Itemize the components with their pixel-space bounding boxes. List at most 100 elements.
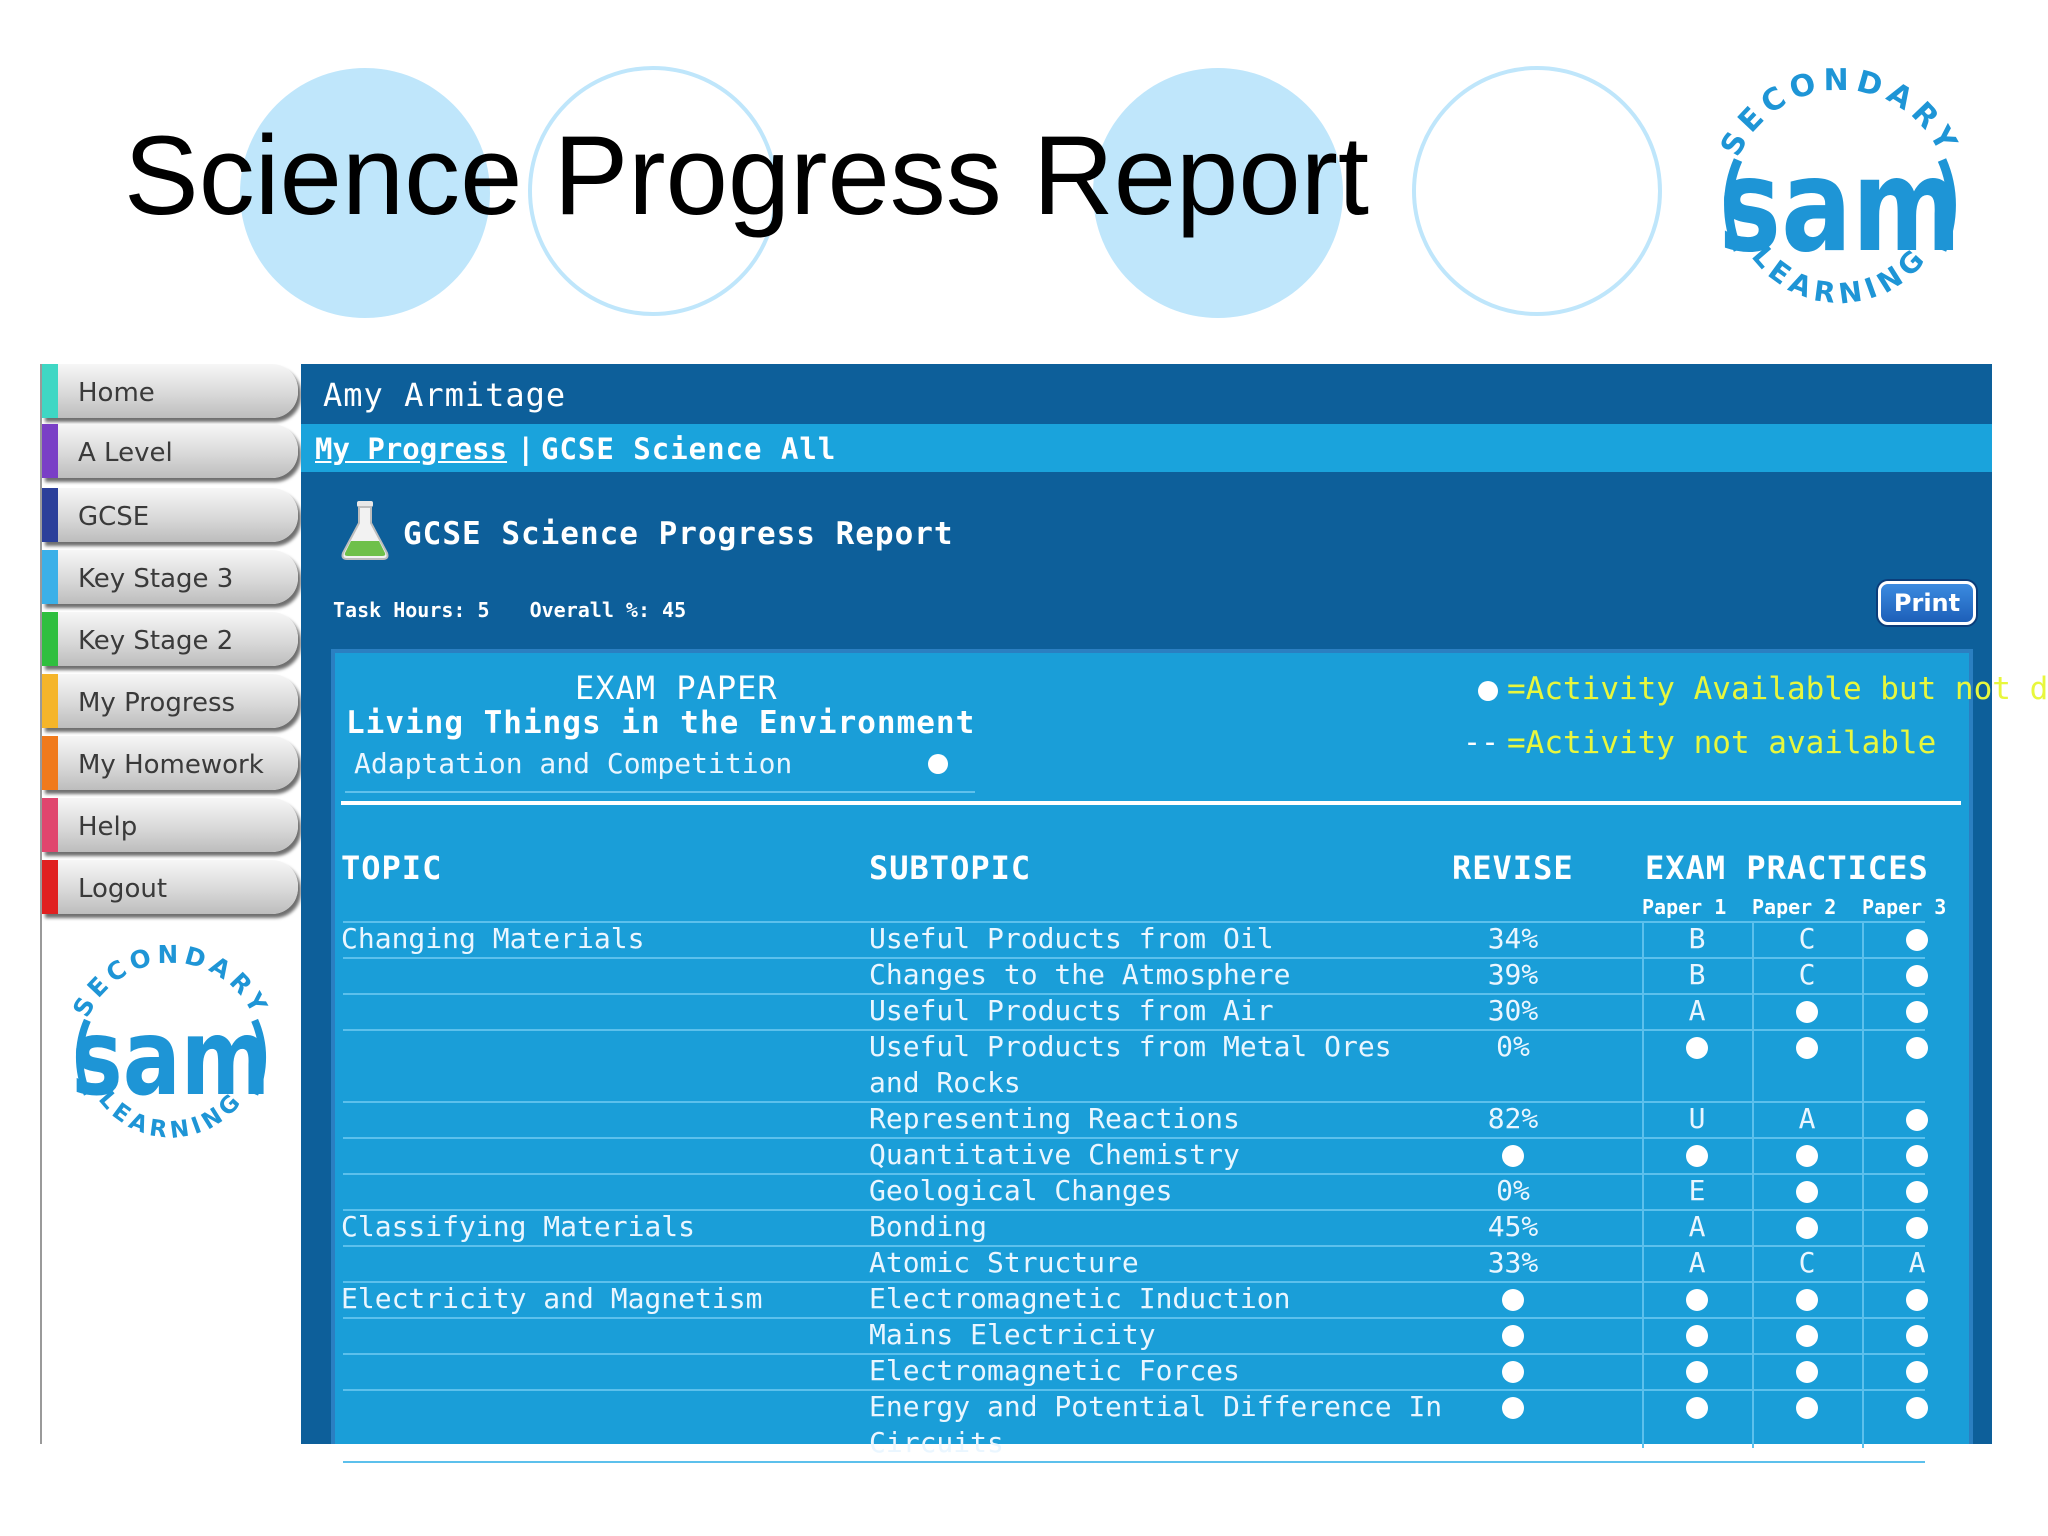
revise-available-dot-icon[interactable]	[1502, 1145, 1524, 1167]
revise-cell[interactable]: 0%	[1496, 1030, 1530, 1063]
header-circle-3	[1093, 68, 1343, 318]
revise-cell[interactable]: 34%	[1487, 922, 1539, 955]
exam-paper-1-dot-icon[interactable]	[1686, 1361, 1708, 1383]
exam-paper-1-dot-icon[interactable]	[1686, 1397, 1708, 1419]
revise-cell[interactable]: 39%	[1487, 958, 1539, 991]
module-title: Living Things in the Environment	[346, 705, 976, 741]
overall-percent: Overall %: 45	[529, 598, 687, 622]
revise-available-dot-icon[interactable]	[1502, 1325, 1524, 1347]
breadcrumb-my-progress-link[interactable]: My Progress	[315, 432, 508, 466]
revise-cell[interactable]: 33%	[1487, 1246, 1539, 1279]
sidebar-item-label: Key Stage 2	[78, 626, 234, 656]
exam-paper-3-dot-icon[interactable]	[1906, 1361, 1928, 1383]
revise-cell[interactable]: 45%	[1487, 1210, 1539, 1243]
exam-paper-3-dot-icon[interactable]	[1906, 1001, 1928, 1023]
available-dot-icon[interactable]	[928, 754, 948, 774]
exam-paper-2-grade[interactable]: A	[1798, 1102, 1816, 1135]
subtopic-cell: Bonding	[869, 1210, 988, 1243]
revise-cell[interactable]: 30%	[1487, 994, 1539, 1027]
sidebar-item-label: Logout	[78, 874, 168, 904]
sidebar-item-label: My Progress	[78, 688, 236, 718]
subtopic-cell-continued: Circuits	[869, 1426, 1004, 1459]
sidebar-item-my-progress[interactable]: My Progress	[42, 674, 298, 728]
exam-paper-2-dot-icon[interactable]	[1796, 1397, 1818, 1419]
topic-cell: Changing Materials	[341, 922, 645, 955]
sidebar-item-help[interactable]: Help	[42, 798, 298, 852]
row-divider	[343, 1281, 1925, 1283]
header-circle-1	[240, 68, 490, 318]
exam-paper-3-dot-icon[interactable]	[1906, 1325, 1928, 1347]
exam-paper-2-dot-icon[interactable]	[1796, 1217, 1818, 1239]
exam-paper-3-dot-icon[interactable]	[1906, 1181, 1928, 1203]
revise-header: REVISE	[1452, 849, 1574, 887]
legend-available-text: =Activity Available but not done	[1507, 671, 2048, 707]
exam-paper-1-grade[interactable]: E	[1688, 1174, 1706, 1207]
sidebar-item-label: GCSE	[78, 502, 150, 532]
subtopic-header: SUBTOPIC	[869, 849, 1032, 887]
exam-paper-2-grade[interactable]: C	[1798, 1246, 1816, 1279]
exam-paper-3-dot-icon[interactable]	[1906, 965, 1928, 987]
sidebar-item-logout[interactable]: Logout	[42, 860, 298, 914]
exam-paper-3-dot-icon[interactable]	[1906, 1397, 1928, 1419]
sidebar-sam-logo: SECONDARY sam LEARNING	[48, 924, 294, 1174]
exam-paper-2-dot-icon[interactable]	[1796, 1361, 1818, 1383]
row-divider	[343, 1353, 1925, 1355]
breadcrumb-separator: |	[517, 432, 535, 466]
exam-paper-1-grade[interactable]: B	[1688, 958, 1706, 991]
exam-paper-1-grade[interactable]: A	[1688, 1210, 1706, 1243]
exam-paper-2-grade[interactable]: C	[1798, 958, 1816, 991]
exam-paper-3-dot-icon[interactable]	[1906, 1145, 1928, 1167]
exam-paper-3-dot-icon[interactable]	[1906, 1037, 1928, 1059]
row-divider	[343, 1461, 1925, 1463]
exam-paper-1-grade[interactable]: B	[1688, 922, 1706, 955]
row-divider	[343, 1389, 1925, 1391]
sam-learning-logo: SECONDARY sam LEARNING	[1690, 50, 1990, 340]
report-content: EXAM PAPER Living Things in the Environm…	[331, 649, 2048, 1463]
row-divider	[343, 1245, 1925, 1247]
revise-available-dot-icon[interactable]	[1502, 1361, 1524, 1383]
divider	[341, 801, 1961, 805]
sidebar-item-home[interactable]: Home	[42, 364, 298, 418]
exam-paper-3-dot-icon[interactable]	[1906, 929, 1928, 951]
sidebar-item-key-stage-3[interactable]: Key Stage 3	[42, 550, 298, 604]
sidebar-item-my-homework[interactable]: My Homework	[42, 736, 298, 790]
revise-cell[interactable]: 82%	[1487, 1102, 1539, 1135]
exam-paper-1-grade[interactable]: U	[1688, 1102, 1706, 1135]
revise-available-dot-icon[interactable]	[1502, 1397, 1524, 1419]
print-button[interactable]: Print	[1878, 581, 1976, 625]
exam-paper-2-grade[interactable]: C	[1798, 922, 1816, 955]
exam-paper-2-dot-icon[interactable]	[1796, 1289, 1818, 1311]
task-hours: Task Hours: 5	[333, 598, 490, 622]
exam-paper-2-dot-icon[interactable]	[1796, 1145, 1818, 1167]
exam-paper-2-dot-icon[interactable]	[1796, 1325, 1818, 1347]
revise-available-dot-icon[interactable]	[1502, 1289, 1524, 1311]
exam-paper-3-grade[interactable]: A	[1908, 1246, 1926, 1279]
subtopic-cell-continued: and Rocks	[869, 1066, 1021, 1099]
exam-paper-2-dot-icon[interactable]	[1796, 1001, 1818, 1023]
exam-paper-1-dot-icon[interactable]	[1686, 1289, 1708, 1311]
exam-paper-3-dot-icon[interactable]	[1906, 1109, 1928, 1131]
row-divider	[343, 1317, 1925, 1319]
sidebar-item-key-stage-2[interactable]: Key Stage 2	[42, 612, 298, 666]
row-divider	[343, 1101, 1925, 1103]
sidebar-item-a-level[interactable]: A Level	[42, 424, 298, 478]
exam-paper-3-dot-icon[interactable]	[1906, 1217, 1928, 1239]
exam-paper-1-dot-icon[interactable]	[1686, 1325, 1708, 1347]
report-stats: Task Hours: 5 Overall %: 45	[333, 598, 714, 622]
row-divider	[343, 957, 1925, 959]
sidebar-item-gcse[interactable]: GCSE	[42, 488, 298, 542]
sidebar-item-label: A Level	[78, 438, 173, 468]
exam-paper-1-dot-icon[interactable]	[1686, 1037, 1708, 1059]
section-name: Adaptation and Competition	[354, 747, 793, 780]
exam-paper-1-grade[interactable]: A	[1688, 1246, 1706, 1279]
exam-paper-2-dot-icon[interactable]	[1796, 1037, 1818, 1059]
exam-paper-1-dot-icon[interactable]	[1686, 1145, 1708, 1167]
sidebar-item-label: Help	[78, 812, 138, 842]
exam-paper-1-grade[interactable]: A	[1688, 994, 1706, 1027]
revise-cell[interactable]: 0%	[1496, 1174, 1530, 1207]
logo-main-text: sam	[1719, 131, 1962, 281]
sidebar-logo-main-text: sam	[72, 997, 271, 1119]
flask-icon	[339, 499, 391, 565]
exam-paper-3-dot-icon[interactable]	[1906, 1289, 1928, 1311]
exam-paper-2-dot-icon[interactable]	[1796, 1181, 1818, 1203]
